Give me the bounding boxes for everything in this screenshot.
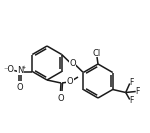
- Text: O: O: [17, 84, 24, 92]
- Text: O: O: [69, 59, 76, 68]
- Text: Cl: Cl: [93, 49, 101, 57]
- Text: F: F: [130, 96, 134, 105]
- Text: F: F: [130, 78, 134, 87]
- Text: N: N: [17, 66, 23, 75]
- Text: O: O: [67, 76, 73, 86]
- Text: +: +: [21, 65, 25, 70]
- Text: ⁻O: ⁻O: [4, 65, 15, 74]
- Text: O: O: [57, 94, 64, 103]
- Text: F: F: [136, 87, 140, 96]
